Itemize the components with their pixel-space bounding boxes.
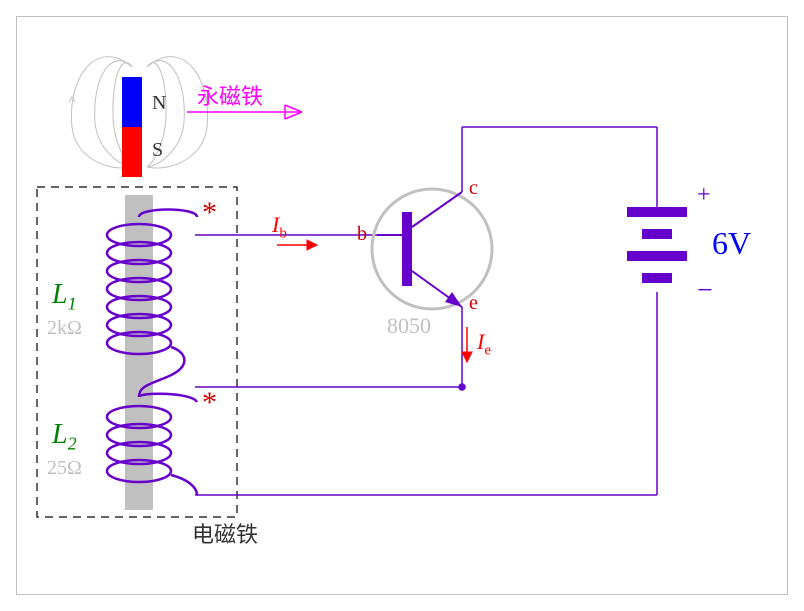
asterisk-L2: * [202, 386, 217, 419]
transistor-e: e [469, 292, 478, 315]
wires [195, 127, 657, 495]
electromagnet-label: 电磁铁 [192, 517, 258, 549]
Ib-label: Ib [272, 212, 287, 242]
transistor-c: c [469, 177, 478, 200]
L1-resistance: 2kΩ [47, 317, 82, 340]
transistor-model: 8050 [387, 313, 431, 339]
L2-resistance: 25Ω [47, 457, 82, 480]
L1-label: L1 [52, 279, 77, 315]
battery [627, 207, 687, 283]
diagram-frame: * * [16, 16, 788, 595]
Ie-label: Ie [477, 329, 491, 359]
battery-voltage: 6V [712, 225, 751, 262]
magnet-n-label: N [152, 92, 166, 115]
transistor [372, 189, 492, 309]
magnet-s-label: S [152, 139, 163, 162]
battery-plus: + [697, 182, 711, 209]
battery-minus: − [697, 275, 713, 307]
magnet-annotation: 永磁铁 [197, 79, 263, 111]
current-Ie [462, 327, 472, 362]
L2-label: L2 [52, 419, 77, 455]
asterisk-L1: * [202, 196, 217, 229]
transistor-b: b [357, 223, 367, 246]
circuit-svg: * * [17, 17, 789, 596]
permanent-magnet [122, 77, 142, 177]
